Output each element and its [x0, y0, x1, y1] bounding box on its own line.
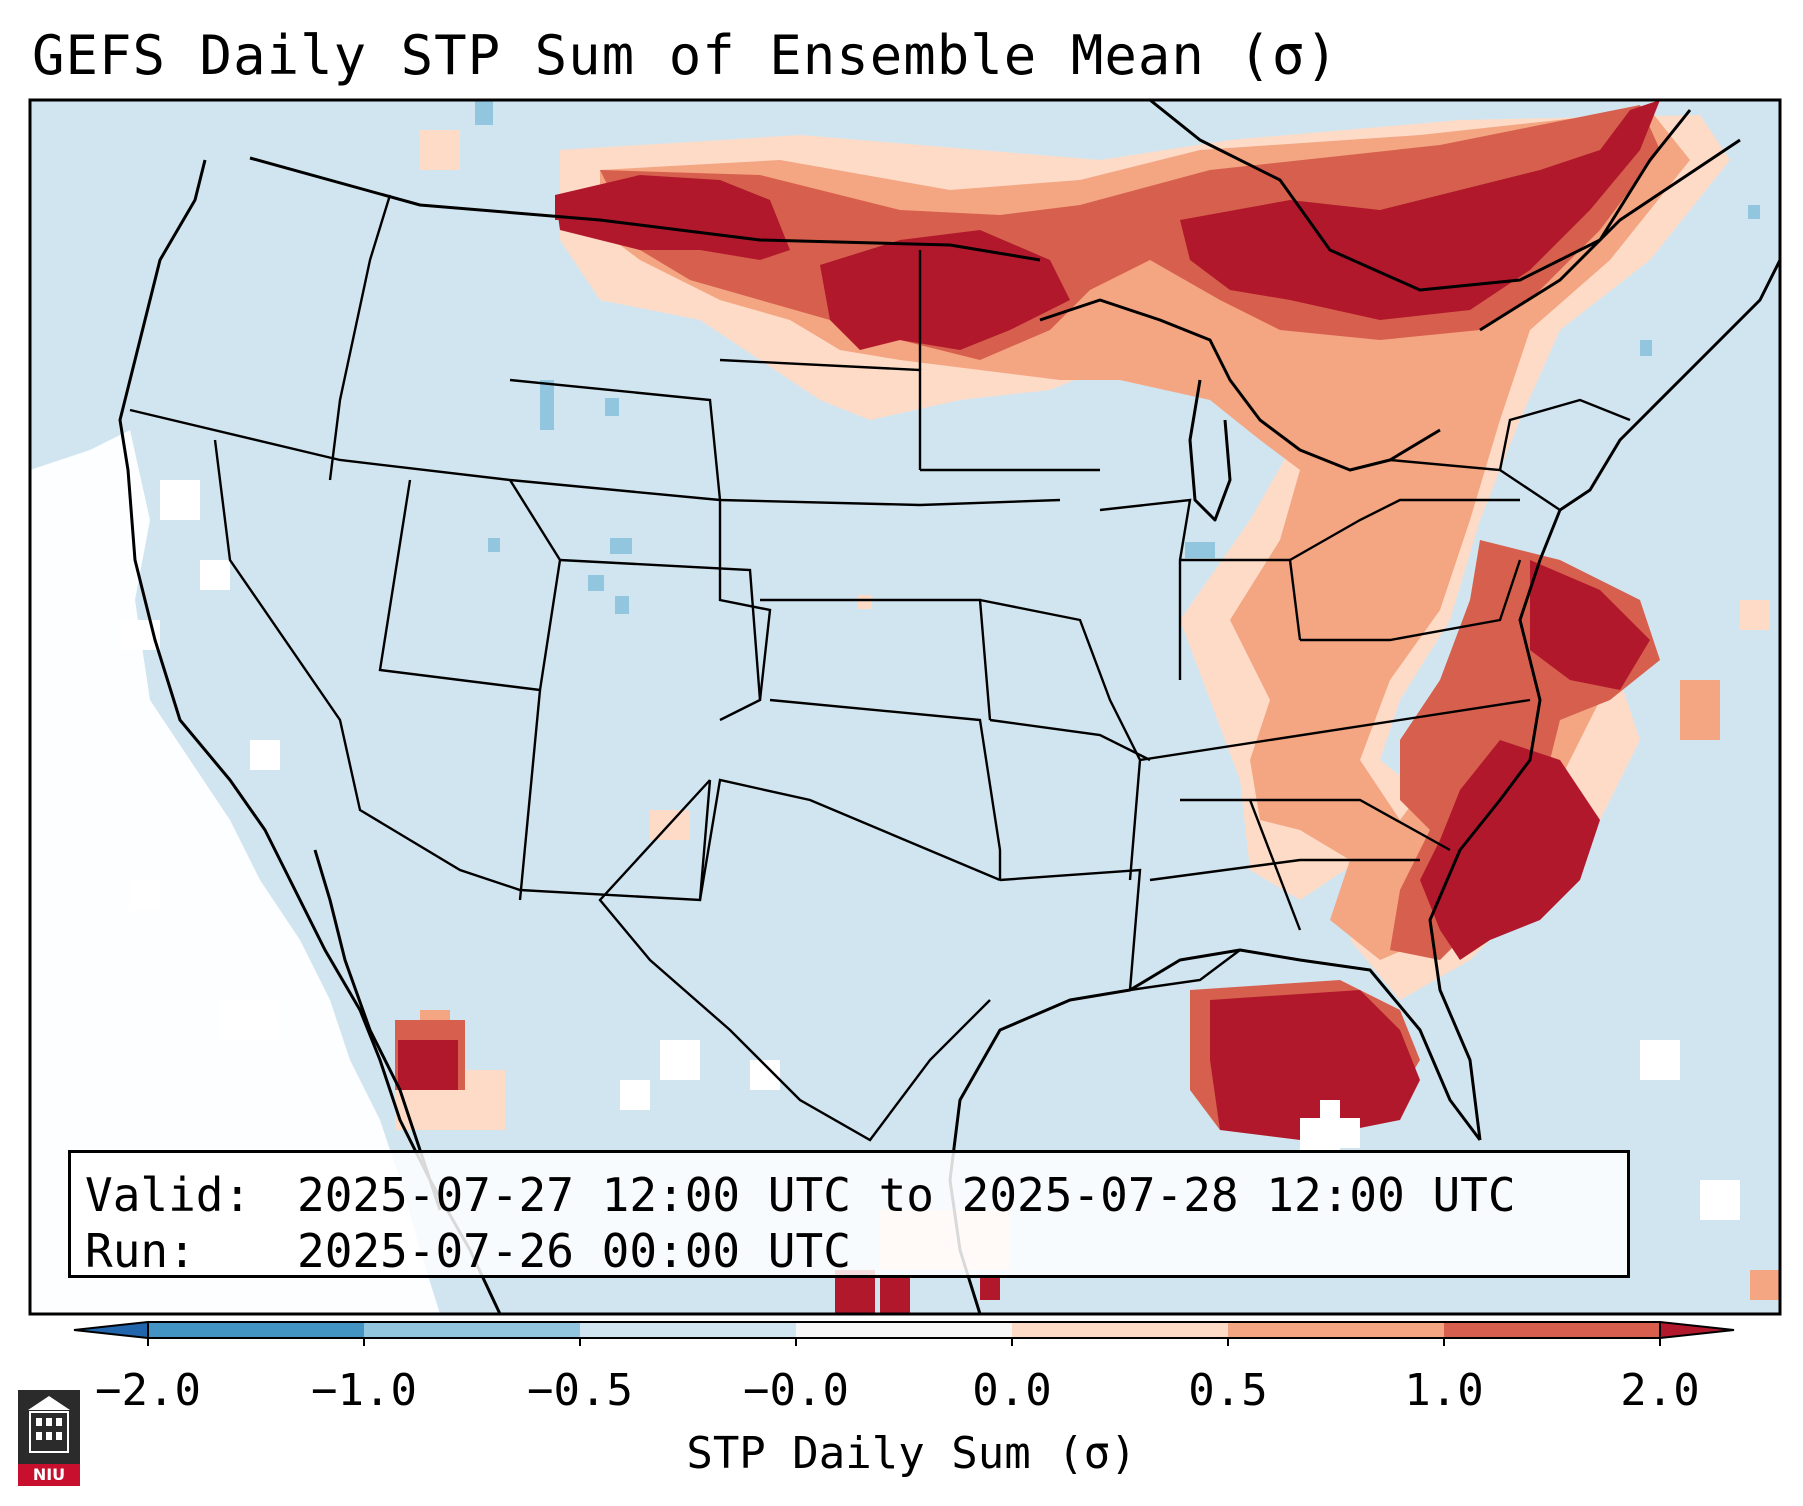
canada-border: [249, 156, 1041, 262]
east-coast: [1428, 408, 1652, 1141]
state-lines: [129, 194, 1631, 1142]
hudson-bay-edge: [1149, 100, 1692, 292]
colorbar-bin: [1444, 1322, 1660, 1338]
university-building-icon: [18, 1390, 80, 1464]
valid-line: Valid: 2025-07-27 12:00 UTC to 2025-07-28…: [85, 1167, 1613, 1223]
colorbar-bin: [796, 1322, 1012, 1338]
colorbar-ticks: [147, 1338, 1661, 1346]
map-field: [30, 100, 1780, 1314]
maine-coast: [1648, 259, 1780, 412]
great-lakes: [1039, 298, 1441, 472]
map-title: GEFS Daily STP Sum of Ensemble Mean (σ): [32, 24, 1339, 87]
colorbar-tick-label: −1.0: [311, 1365, 417, 1416]
near-zero-specks: [1300, 1100, 1360, 1148]
lake-michigan: [1188, 379, 1232, 522]
colorbar: [73, 1320, 1735, 1346]
colorbar-tick-label: 2.0: [1620, 1365, 1700, 1416]
colorbar-tick-label: 1.0: [1404, 1365, 1484, 1416]
colorbar-tick-label: 0.0: [972, 1365, 1052, 1416]
colorbar-extend-high: [1659, 1320, 1735, 1340]
niu-logo: NIU: [18, 1390, 80, 1486]
colorbar-extend-low: [73, 1320, 149, 1340]
west-coast: [118, 159, 502, 1314]
st-lawrence: [1479, 138, 1741, 332]
negative-specks: [475, 100, 1760, 614]
colorbar-bin: [1228, 1322, 1444, 1338]
colorbar-bin: [1012, 1322, 1228, 1338]
colorbar-tick-label: −0.5: [527, 1365, 633, 1416]
colorbar-tick-label: 0.5: [1188, 1365, 1268, 1416]
run-label: Run:: [85, 1224, 196, 1278]
valid-label: Valid:: [85, 1168, 252, 1222]
colorbar-title: STP Daily Sum (σ): [686, 1428, 1137, 1479]
colorbar-bin: [364, 1322, 580, 1338]
near-zero-areas: [30, 430, 1740, 1314]
valid-time-box: Valid: 2025-07-27 12:00 UTC to 2025-07-28…: [68, 1150, 1630, 1278]
colorbar-tick-label: −2.0: [95, 1365, 201, 1416]
colorbar-bin: [148, 1322, 364, 1338]
valid-value: 2025-07-27 12:00 UTC to 2025-07-28 12:00…: [297, 1168, 1516, 1222]
colorbar-tick-label: −0.0: [743, 1365, 849, 1416]
run-line: Run: 2025-07-26 00:00 UTC: [85, 1223, 1613, 1279]
run-value: 2025-07-26 00:00 UTC: [297, 1224, 851, 1278]
map-frame: [28, 98, 1782, 1316]
colorbar-bin: [580, 1322, 796, 1338]
logo-text: NIU: [18, 1464, 80, 1486]
